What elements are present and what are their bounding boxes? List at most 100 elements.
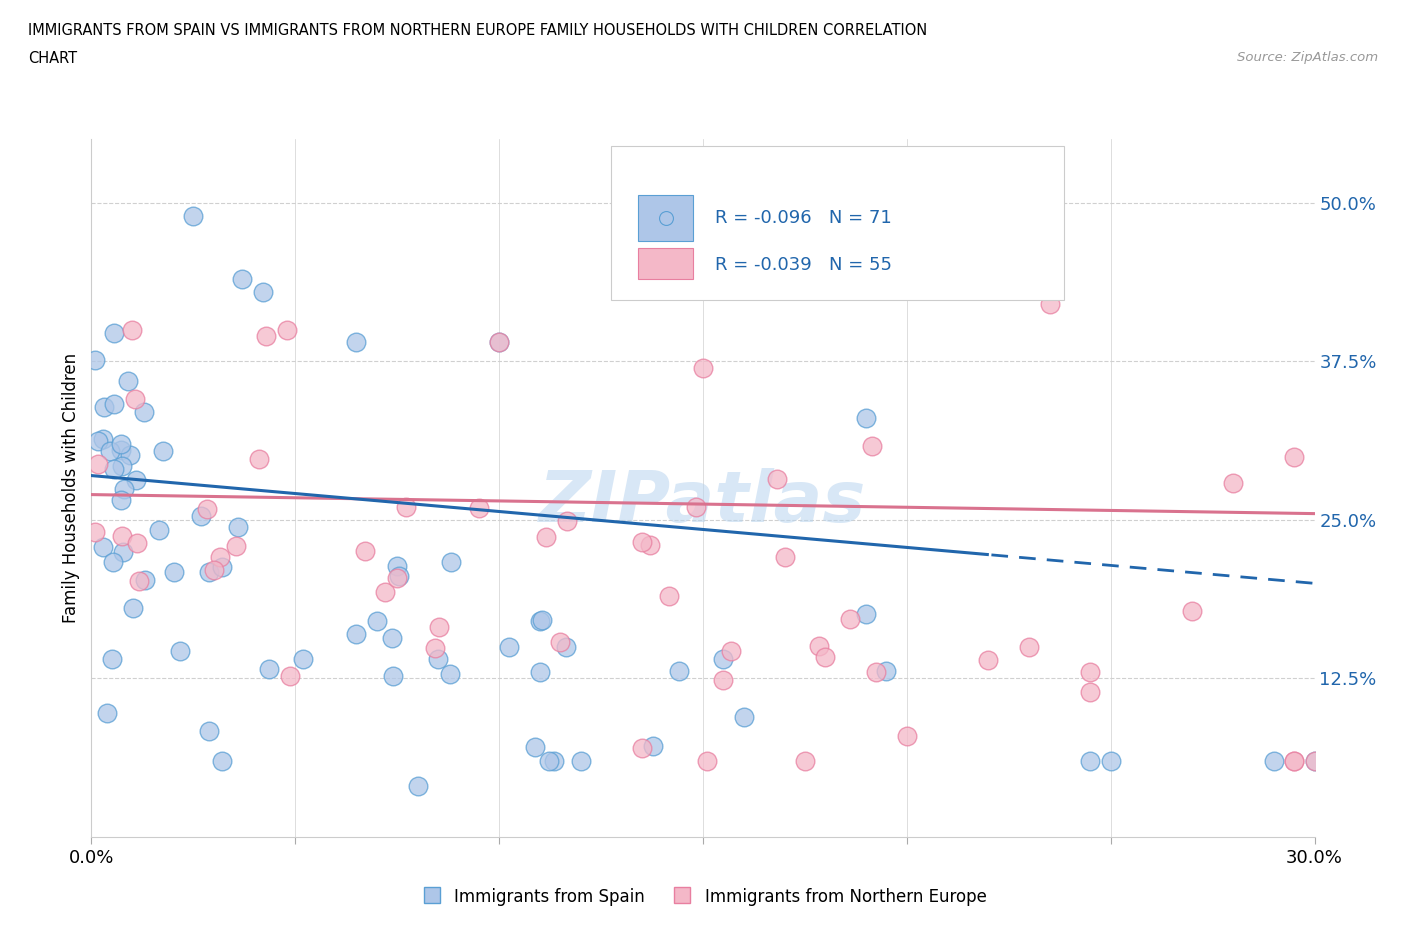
Point <box>124 392 146 406</box>
Point <box>257 661 280 676</box>
Point <box>529 614 551 629</box>
Point <box>112 482 135 497</box>
Point <box>254 329 277 344</box>
Point <box>231 272 253 286</box>
Point <box>247 452 270 467</box>
Point <box>84 352 107 367</box>
Text: R = -0.096   N = 71: R = -0.096 N = 71 <box>716 208 891 227</box>
Point <box>427 619 450 634</box>
Point <box>855 411 877 426</box>
Point <box>793 753 815 768</box>
Point <box>860 439 883 454</box>
Point <box>1099 753 1122 768</box>
Point <box>346 335 368 350</box>
Point <box>530 613 553 628</box>
Text: ZIPatlas: ZIPatlas <box>540 468 866 537</box>
Point <box>110 493 132 508</box>
Point <box>1282 449 1305 464</box>
Point <box>366 614 388 629</box>
Point <box>381 669 404 684</box>
Point <box>211 753 233 768</box>
Point <box>101 554 124 569</box>
Legend: Immigrants from Spain, Immigrants from Northern Europe: Immigrants from Spain, Immigrants from N… <box>412 881 994 912</box>
Point <box>554 640 576 655</box>
Point <box>86 457 108 472</box>
Point <box>91 540 114 555</box>
Point <box>346 627 368 642</box>
Text: R = -0.039   N = 55: R = -0.039 N = 55 <box>716 256 893 274</box>
Point <box>225 538 247 553</box>
Point <box>631 741 654 756</box>
Point <box>374 585 396 600</box>
Point <box>152 444 174 458</box>
Point <box>87 433 110 448</box>
Point <box>103 397 125 412</box>
Point <box>640 538 662 552</box>
Point <box>128 574 150 589</box>
Point <box>98 444 121 458</box>
Point <box>208 550 231 565</box>
Point <box>1222 476 1244 491</box>
Point <box>292 652 315 667</box>
Point <box>440 554 463 569</box>
Point <box>423 640 446 655</box>
Point <box>183 208 205 223</box>
Point <box>537 753 560 768</box>
Point <box>202 563 225 578</box>
Point <box>197 502 219 517</box>
Point <box>148 523 170 538</box>
FancyBboxPatch shape <box>612 147 1064 300</box>
Point <box>163 565 186 580</box>
Point <box>93 400 115 415</box>
Point <box>896 728 918 743</box>
Point <box>112 544 135 559</box>
Point <box>1080 665 1102 680</box>
Point <box>381 631 404 645</box>
Point <box>1038 297 1062 312</box>
Point <box>711 652 734 667</box>
Point <box>276 323 298 338</box>
Point <box>696 753 718 768</box>
Bar <box>638 195 693 241</box>
Point <box>1303 753 1326 768</box>
Point <box>252 285 274 299</box>
Point <box>692 360 714 375</box>
Point <box>122 601 145 616</box>
Point <box>855 607 877 622</box>
Point <box>1181 604 1204 618</box>
Point <box>395 499 418 514</box>
Point <box>658 589 681 604</box>
Point <box>190 509 212 524</box>
Point <box>111 458 134 473</box>
Point <box>488 335 510 350</box>
Point <box>1303 753 1326 768</box>
Point <box>96 706 118 721</box>
Point <box>668 663 690 678</box>
Point <box>125 472 148 487</box>
Text: CHART: CHART <box>28 51 77 66</box>
Point <box>121 323 143 338</box>
Point <box>125 536 148 551</box>
Point <box>977 653 1000 668</box>
Point <box>814 649 837 664</box>
Point <box>1080 684 1102 699</box>
Point <box>117 373 139 388</box>
Point <box>1282 753 1305 768</box>
Point <box>766 472 789 486</box>
Point <box>226 519 249 534</box>
Point <box>467 500 491 515</box>
Point <box>643 738 665 753</box>
Point <box>132 405 155 419</box>
Point <box>101 652 124 667</box>
Point <box>529 665 551 680</box>
Point <box>865 664 887 679</box>
Point <box>733 710 755 724</box>
Point <box>808 638 831 653</box>
Point <box>388 568 411 583</box>
Point <box>711 673 734 688</box>
Point <box>555 513 578 528</box>
Point <box>120 448 142 463</box>
Point <box>385 571 409 586</box>
Point <box>1263 753 1285 768</box>
Point <box>720 644 742 658</box>
